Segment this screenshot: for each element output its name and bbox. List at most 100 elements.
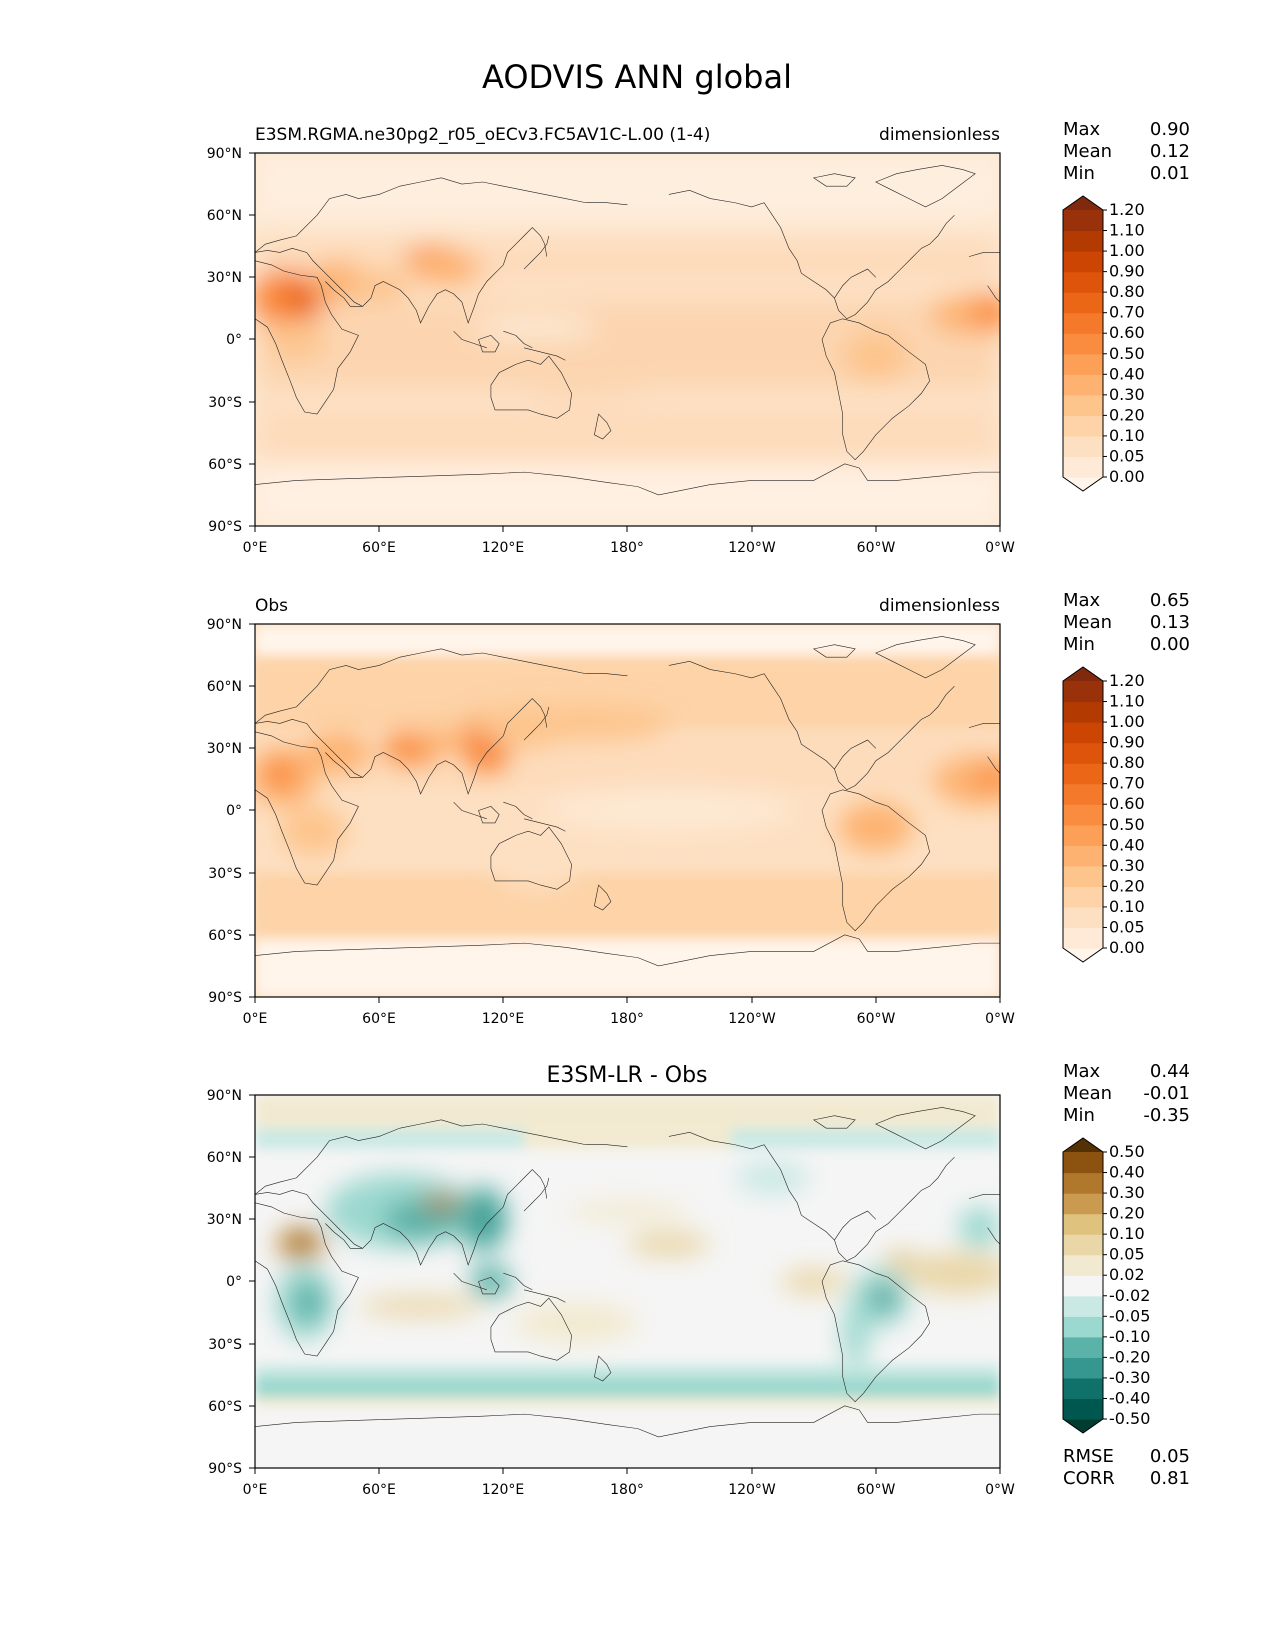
colorbar-tick-label: 0.50 [1109,815,1145,834]
lon-tick-label: 180° [610,1482,644,1498]
colorbar-tick-label: 0.20 [1109,405,1145,424]
colorbar-bin [1063,333,1103,355]
lon-tick-label: 60°W [857,540,896,556]
lat-tick-label: 90°N [207,617,242,633]
colorbar-bin [1063,1234,1103,1256]
lat-tick-label: 60°N [207,1150,242,1166]
colorbar-tick-label: 0.30 [1109,1183,1145,1202]
colorbar-bin [1063,1152,1103,1174]
lat-tick-label: 30°S [208,1337,242,1353]
lat-tick-label: 90°S [208,1461,242,1477]
lon-tick-label: 120°E [482,1482,525,1498]
colorbar-bin [1063,845,1103,867]
colorbar-extend-max [1063,667,1103,681]
lon-tick-label: 180° [610,1011,644,1027]
colorbar-tick-label: 1.10 [1109,692,1145,711]
colorbar-bin [1063,1172,1103,1194]
colorbar-bin [1063,783,1103,805]
colorbar-bin [1063,456,1103,478]
lon-tick-label: 0°W [985,1482,1015,1498]
colorbar-tick-label: 0.50 [1109,344,1145,363]
colorbar-bin [1063,681,1103,703]
colorbar-bin [1063,1295,1103,1317]
panel-obs-axes: 90°N 60°N 30°N 0° 30°S 60°S 90°S 0°E 60°… [207,617,1015,1027]
colorbar-tick-label: 0.05 [1109,446,1145,465]
colorbar-bin [1063,1213,1103,1235]
panel-model-right-title: dimensionless [879,125,1000,145]
stat-label-mean: Mean [1063,1083,1112,1104]
stat-label-min: Min [1063,163,1095,184]
panel-model-left-title: E3SM.RGMA.ne30pg2_r05_oECv3.FC5AV1C-L.00… [255,125,710,145]
lon-tick-label: 0°W [985,540,1015,556]
stat-value-mean: 0.13 [1150,612,1190,633]
colorbar-tick-label: 0.90 [1109,733,1145,752]
lat-tick-label: 60°N [207,208,242,224]
lon-tick-label: 0°E [243,540,268,556]
colorbar-tick-label: 0.80 [1109,753,1145,772]
stat-value-max: 0.44 [1150,1061,1190,1082]
lat-tick-label: 30°N [207,1212,242,1228]
colorbar-bin [1063,1398,1103,1420]
colorbar-bin [1063,415,1103,437]
stat-label-min: Min [1063,1105,1095,1126]
lat-tick-label: 30°N [207,270,242,286]
lat-tick-label: 30°S [208,395,242,411]
panel-diff: E3SM-LR - Obs [207,1061,1190,1498]
colorbar-bin [1063,927,1103,949]
panel-diff-center-title: E3SM-LR - Obs [547,1063,708,1088]
stat-value-min: 0.01 [1150,163,1190,184]
colorbar-bin [1063,1193,1103,1215]
colorbar-bin [1063,722,1103,744]
colorbar-bin [1063,374,1103,396]
colorbar-tick-label: 0.30 [1109,385,1145,404]
lat-tick-label: 60°S [208,1399,242,1415]
colorbar-tick-label: -0.10 [1109,1327,1150,1346]
lon-tick-label: 120°W [728,1482,776,1498]
colorbar-tick-label: 0.40 [1109,835,1145,854]
stat-label-max: Max [1063,590,1101,611]
colorbar-tick-label: -0.05 [1109,1306,1150,1325]
lon-tick-label: 60°E [362,540,396,556]
colorbar-bin [1063,312,1103,334]
colorbar-tick-label: 0.02 [1109,1265,1145,1284]
lat-tick-label: 90°N [207,146,242,162]
panel-diff-map [254,1094,1001,1469]
panel-diff-axes: 90°N 60°N 30°N 0° 30°S 60°S 90°S 0°E 60°… [207,1088,1015,1498]
colorbar-bin [1063,804,1103,826]
lon-tick-label: 120°W [728,540,776,556]
colorbar-tick-label: -0.40 [1109,1388,1150,1407]
panel-model-stats: Max Mean Min 0.90 0.12 0.01 [1063,119,1190,184]
colorbar-bin [1063,1357,1103,1379]
stat-value-max: 0.90 [1150,119,1190,140]
lat-tick-label: 60°S [208,928,242,944]
panel-obs: Obs dimensionless [207,590,1190,1027]
colorbar-tick-label: 1.00 [1109,241,1145,260]
lon-tick-label: 60°W [857,1482,896,1498]
lat-tick-label: 60°N [207,679,242,695]
colorbar-bin [1063,701,1103,723]
lat-tick-label: 30°S [208,866,242,882]
panel-diff-colorbar: -0.50-0.40-0.30-0.20-0.10-0.05-0.020.020… [1062,1137,1150,1434]
colorbar-tick-label: -0.50 [1109,1409,1150,1428]
colorbar-bin [1063,435,1103,458]
colorbar-bin [1063,353,1103,375]
colorbar-tick-label: 0.10 [1109,897,1145,916]
figure-title: AODVIS ANN global [482,58,792,96]
colorbar-tick-label: 0.70 [1109,774,1145,793]
colorbar-tick-label: 0.50 [1109,1142,1145,1161]
colorbar-tick-label: -0.02 [1109,1286,1150,1305]
colorbar-tick-label: 0.70 [1109,303,1145,322]
colorbar-bin [1063,1275,1103,1297]
stat-value-mean: -0.01 [1143,1083,1190,1104]
colorbar-bin [1063,906,1103,929]
colorbar-bin [1063,271,1103,293]
colorbar-tick-label: 0.00 [1109,938,1145,957]
lat-tick-label: 0° [226,332,242,348]
stat-value-rmse: 0.05 [1150,1446,1190,1467]
stat-value-corr: 0.81 [1150,1468,1190,1489]
lon-tick-label: 0°W [985,1011,1015,1027]
colorbar-bin [1063,1254,1103,1276]
lat-tick-label: 0° [226,1274,242,1290]
panel-obs-right-title: dimensionless [879,596,1000,616]
